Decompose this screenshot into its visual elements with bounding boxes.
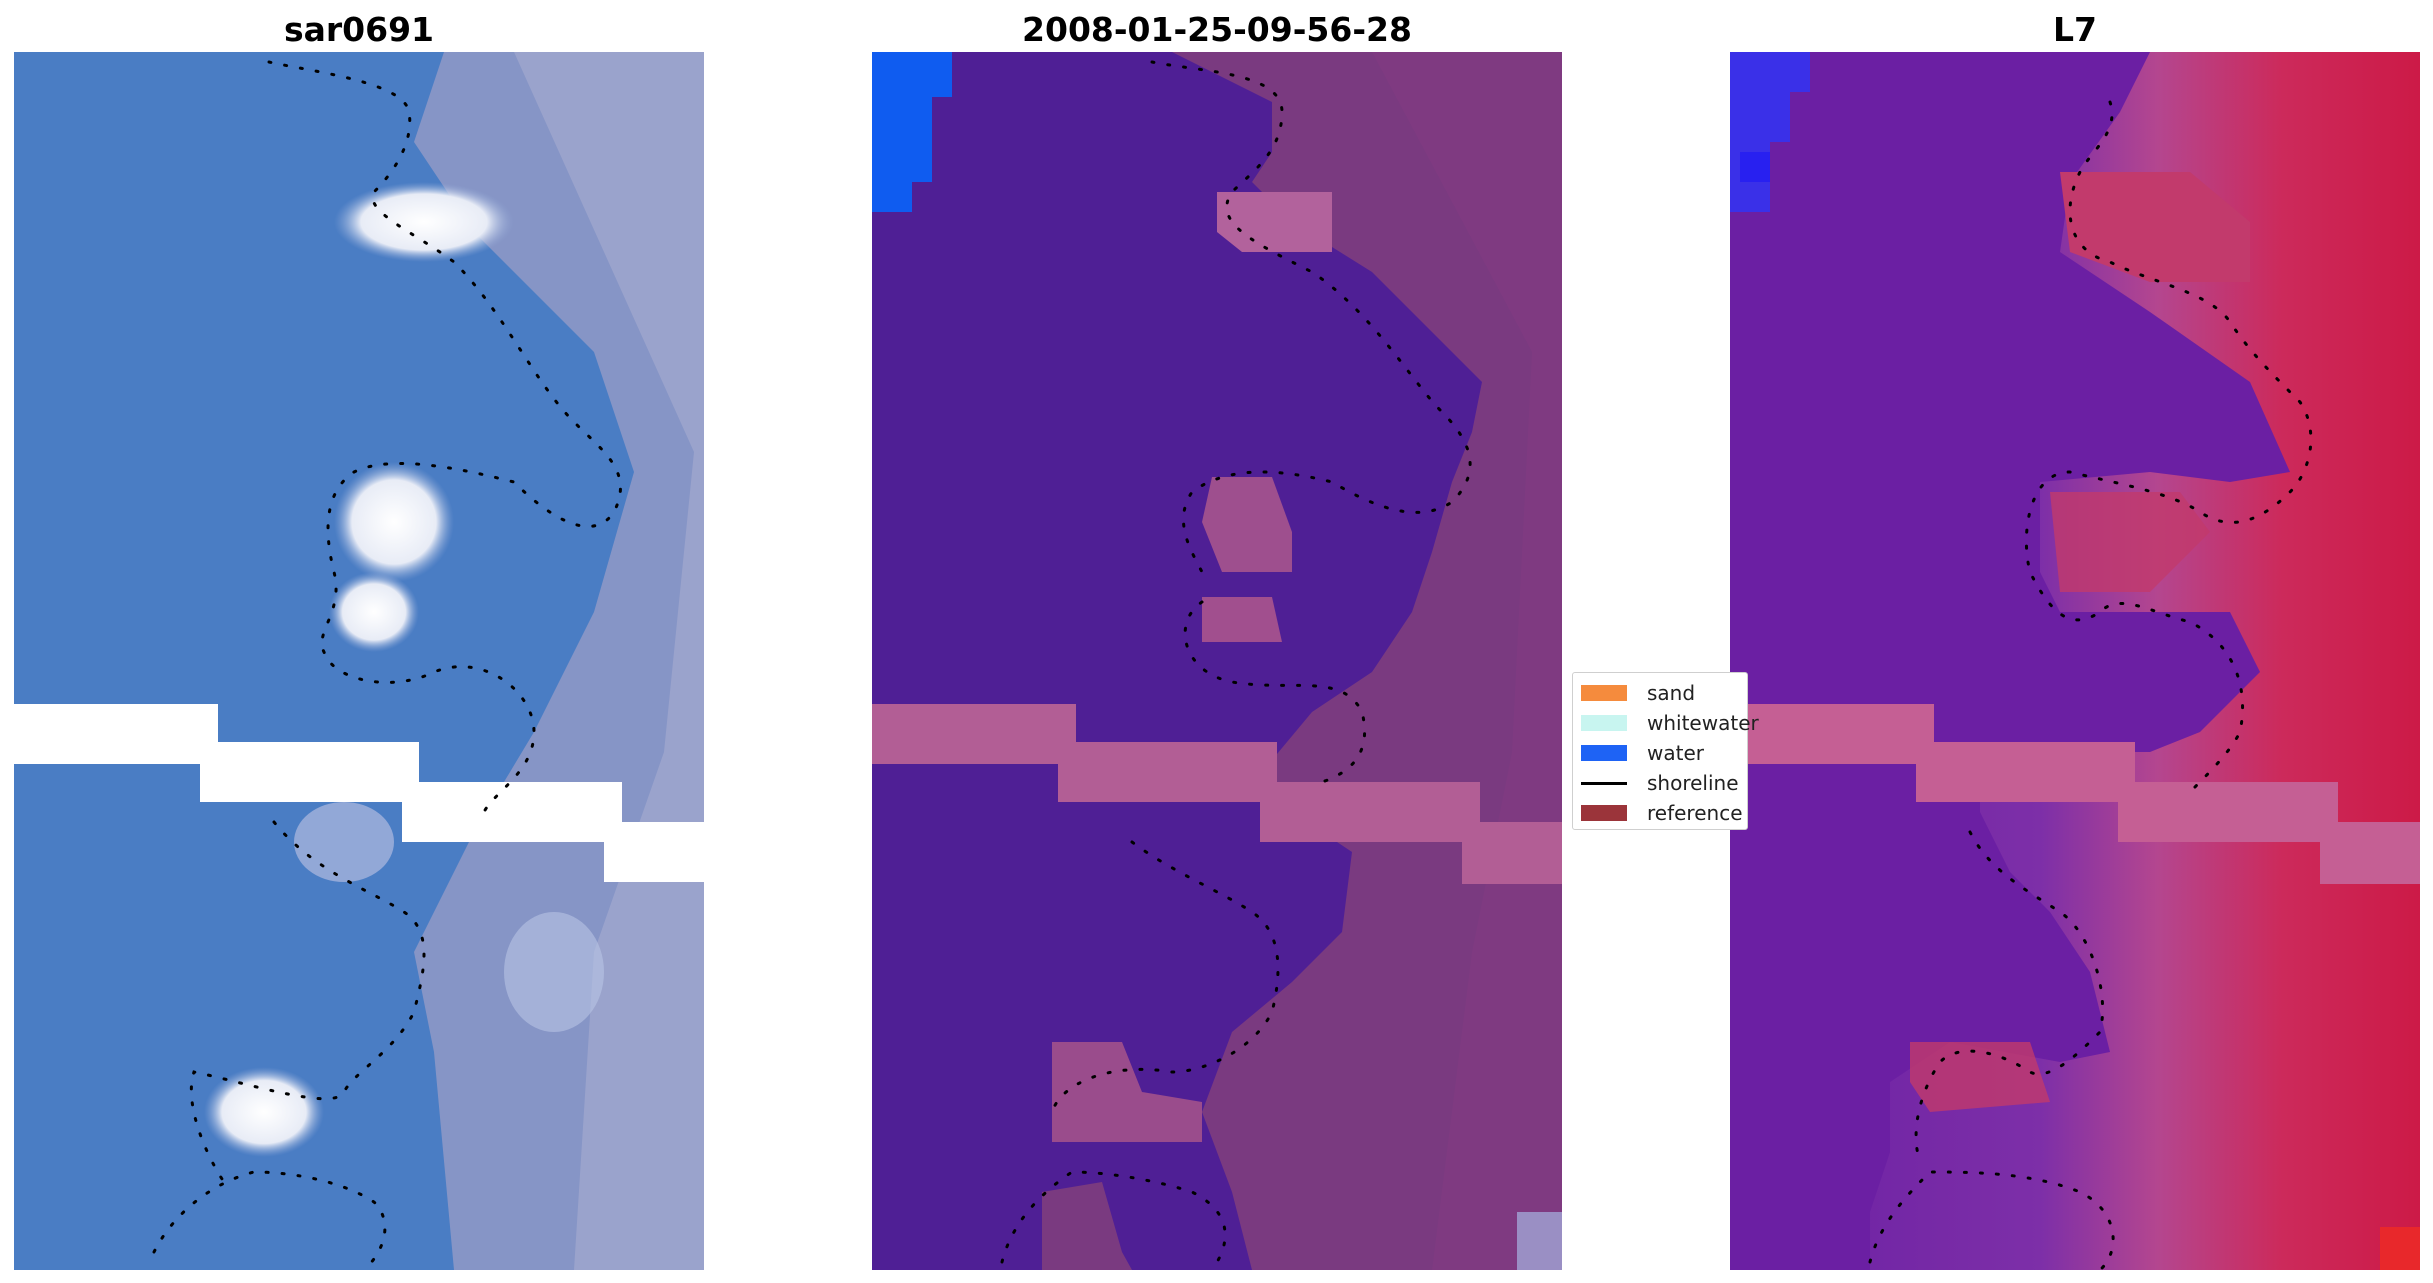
index-panel xyxy=(1730,52,2420,1270)
panel-title-rgb: sar0691 xyxy=(283,10,435,49)
legend-item-sand: sand xyxy=(1581,678,1739,708)
legend: sand whitewater water shoreline reference xyxy=(1572,672,1759,830)
legend-swatch-shoreline xyxy=(1581,781,1627,785)
legend-swatch-water xyxy=(1581,745,1627,761)
classification-panel xyxy=(872,52,1562,1270)
legend-swatch-sand xyxy=(1581,685,1627,701)
legend-label-water: water xyxy=(1647,741,1704,765)
legend-label-shoreline: shoreline xyxy=(1647,771,1739,795)
legend-swatch-whitewater xyxy=(1581,715,1627,731)
rgb-image-panel xyxy=(14,52,704,1270)
legend-item-whitewater: whitewater xyxy=(1581,708,1759,738)
legend-item-shoreline: shoreline xyxy=(1581,768,1739,798)
panel-title-index: L7 xyxy=(2053,10,2097,49)
legend-item-reference: reference xyxy=(1581,798,1743,828)
legend-item-water: water xyxy=(1581,738,1739,768)
legend-swatch-reference xyxy=(1581,805,1627,821)
panel-title-classification: 2008-01-25-09-56-28 xyxy=(1022,10,1412,49)
legend-label-reference: reference xyxy=(1647,801,1743,825)
legend-label-whitewater: whitewater xyxy=(1647,711,1759,735)
legend-label-sand: sand xyxy=(1647,681,1696,705)
